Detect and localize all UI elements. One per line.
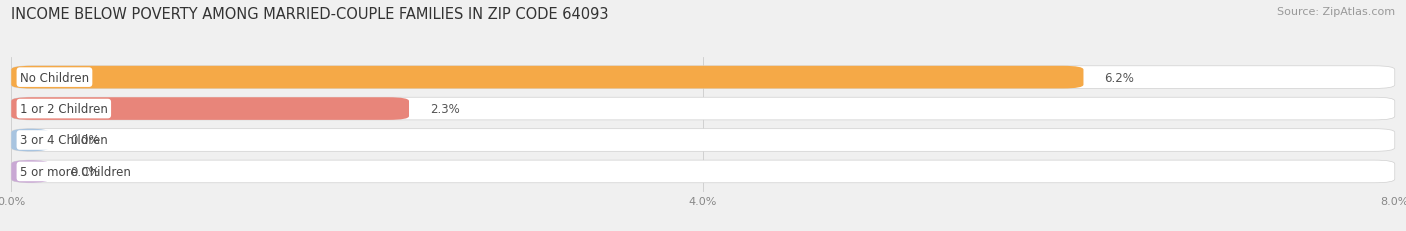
FancyBboxPatch shape [11,98,1395,120]
FancyBboxPatch shape [11,67,1084,89]
Text: 0.0%: 0.0% [70,134,100,147]
Text: 5 or more Children: 5 or more Children [20,165,131,178]
FancyBboxPatch shape [11,67,1395,89]
FancyBboxPatch shape [11,129,1395,152]
Text: 1 or 2 Children: 1 or 2 Children [20,103,108,116]
Text: No Children: No Children [20,71,89,84]
Text: 0.0%: 0.0% [70,165,100,178]
Text: 2.3%: 2.3% [430,103,460,116]
Text: 6.2%: 6.2% [1104,71,1135,84]
FancyBboxPatch shape [11,98,409,120]
Text: Source: ZipAtlas.com: Source: ZipAtlas.com [1277,7,1395,17]
FancyBboxPatch shape [11,160,49,183]
Text: 3 or 4 Children: 3 or 4 Children [20,134,108,147]
Text: INCOME BELOW POVERTY AMONG MARRIED-COUPLE FAMILIES IN ZIP CODE 64093: INCOME BELOW POVERTY AMONG MARRIED-COUPL… [11,7,609,22]
FancyBboxPatch shape [11,160,1395,183]
FancyBboxPatch shape [11,129,49,152]
